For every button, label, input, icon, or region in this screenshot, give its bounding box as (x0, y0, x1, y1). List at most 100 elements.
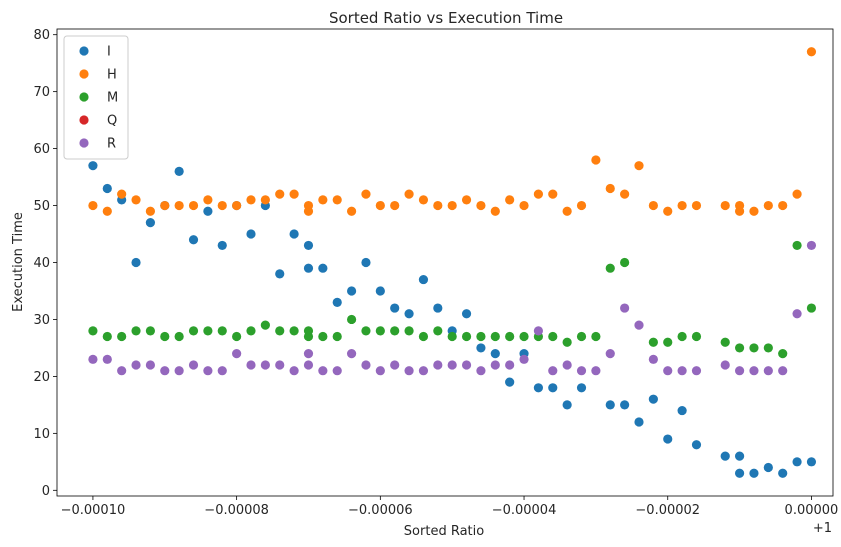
data-point (519, 331, 529, 342)
data-point (562, 360, 572, 370)
chart-title: Sorted Ratio vs Execution Time (329, 9, 563, 27)
y-tick-label: 10 (33, 427, 50, 442)
data-point (203, 206, 213, 216)
data-point (634, 417, 644, 427)
data-point (461, 360, 472, 370)
y-tick-label: 80 (33, 28, 50, 43)
y-tick-label: 50 (33, 199, 50, 214)
data-point (691, 366, 702, 376)
x-tick-label: −0.00004 (492, 503, 557, 518)
data-point (418, 331, 429, 342)
data-point (763, 366, 773, 376)
data-point (275, 360, 285, 370)
data-point (289, 366, 299, 376)
data-point (562, 337, 572, 347)
data-point (677, 331, 687, 342)
data-point (160, 366, 170, 376)
data-point (461, 331, 472, 342)
y-tick-label: 30 (33, 313, 50, 328)
data-point (749, 468, 759, 478)
legend-marker (79, 46, 89, 56)
y-tick-label: 70 (33, 85, 50, 100)
data-point (648, 394, 658, 404)
data-point (720, 200, 730, 211)
data-point (375, 200, 385, 211)
data-point (88, 200, 98, 211)
data-point (533, 326, 544, 336)
data-point (390, 200, 400, 211)
data-point (145, 360, 156, 370)
data-point (188, 360, 199, 370)
data-point (160, 331, 170, 342)
data-point (260, 360, 270, 370)
data-point (778, 200, 788, 211)
data-point (390, 326, 400, 336)
legend-label: I (107, 45, 111, 60)
data-point (217, 200, 227, 211)
y-tick-label: 0 (42, 484, 50, 499)
data-point (303, 263, 314, 273)
data-point (102, 331, 112, 342)
data-point (203, 366, 213, 376)
data-point (303, 206, 314, 216)
data-point (792, 309, 802, 319)
data-point (620, 303, 630, 313)
data-point (576, 366, 587, 376)
data-point (404, 326, 414, 336)
data-point (778, 366, 788, 376)
data-point (303, 349, 314, 359)
data-point (663, 337, 673, 347)
data-point (734, 206, 745, 216)
data-point (663, 206, 673, 216)
data-point (404, 309, 414, 319)
data-point (232, 349, 242, 359)
data-point (605, 263, 615, 273)
data-point (490, 206, 500, 216)
data-point (720, 451, 730, 461)
series-M (88, 240, 817, 359)
data-point (346, 349, 357, 359)
data-point (188, 235, 199, 245)
data-point (418, 195, 429, 205)
data-point (447, 331, 457, 342)
data-point (749, 366, 759, 376)
tick-marks: −0.00010 −0.00008 −0.00006 −0.00004 −0.00002… (33, 28, 838, 518)
data-point (620, 400, 630, 410)
data-point (806, 303, 817, 313)
data-point (505, 331, 515, 342)
data-point (519, 200, 529, 211)
data-point (174, 366, 184, 376)
data-point (634, 320, 644, 330)
data-point (232, 200, 242, 211)
data-point (361, 326, 371, 336)
x-tick-label: −0.00006 (348, 503, 413, 518)
data-point (433, 360, 443, 370)
data-point (188, 326, 199, 336)
data-point (246, 195, 256, 205)
legend-label: Q (107, 114, 117, 129)
y-axis-label: Execution Time (11, 212, 26, 312)
legend-item: Q (79, 114, 117, 129)
data-point (691, 440, 702, 450)
data-point (203, 326, 213, 336)
data-point (232, 331, 242, 342)
data-point (88, 326, 98, 336)
data-point (303, 331, 314, 342)
data-point (102, 354, 112, 364)
data-point (763, 343, 773, 353)
data-point (591, 366, 601, 376)
legend-item: R (79, 137, 116, 152)
data-point (275, 269, 285, 279)
data-point (174, 200, 184, 211)
legend-item: M (79, 91, 118, 106)
x-tick-label: 0.00000 (785, 503, 839, 518)
data-point (490, 331, 500, 342)
x-tick-label: −0.00002 (635, 503, 700, 518)
data-point (447, 200, 457, 211)
data-point (145, 206, 156, 216)
data-point (160, 200, 170, 211)
data-point (375, 326, 385, 336)
series-H (88, 47, 817, 216)
data-point (806, 457, 817, 467)
